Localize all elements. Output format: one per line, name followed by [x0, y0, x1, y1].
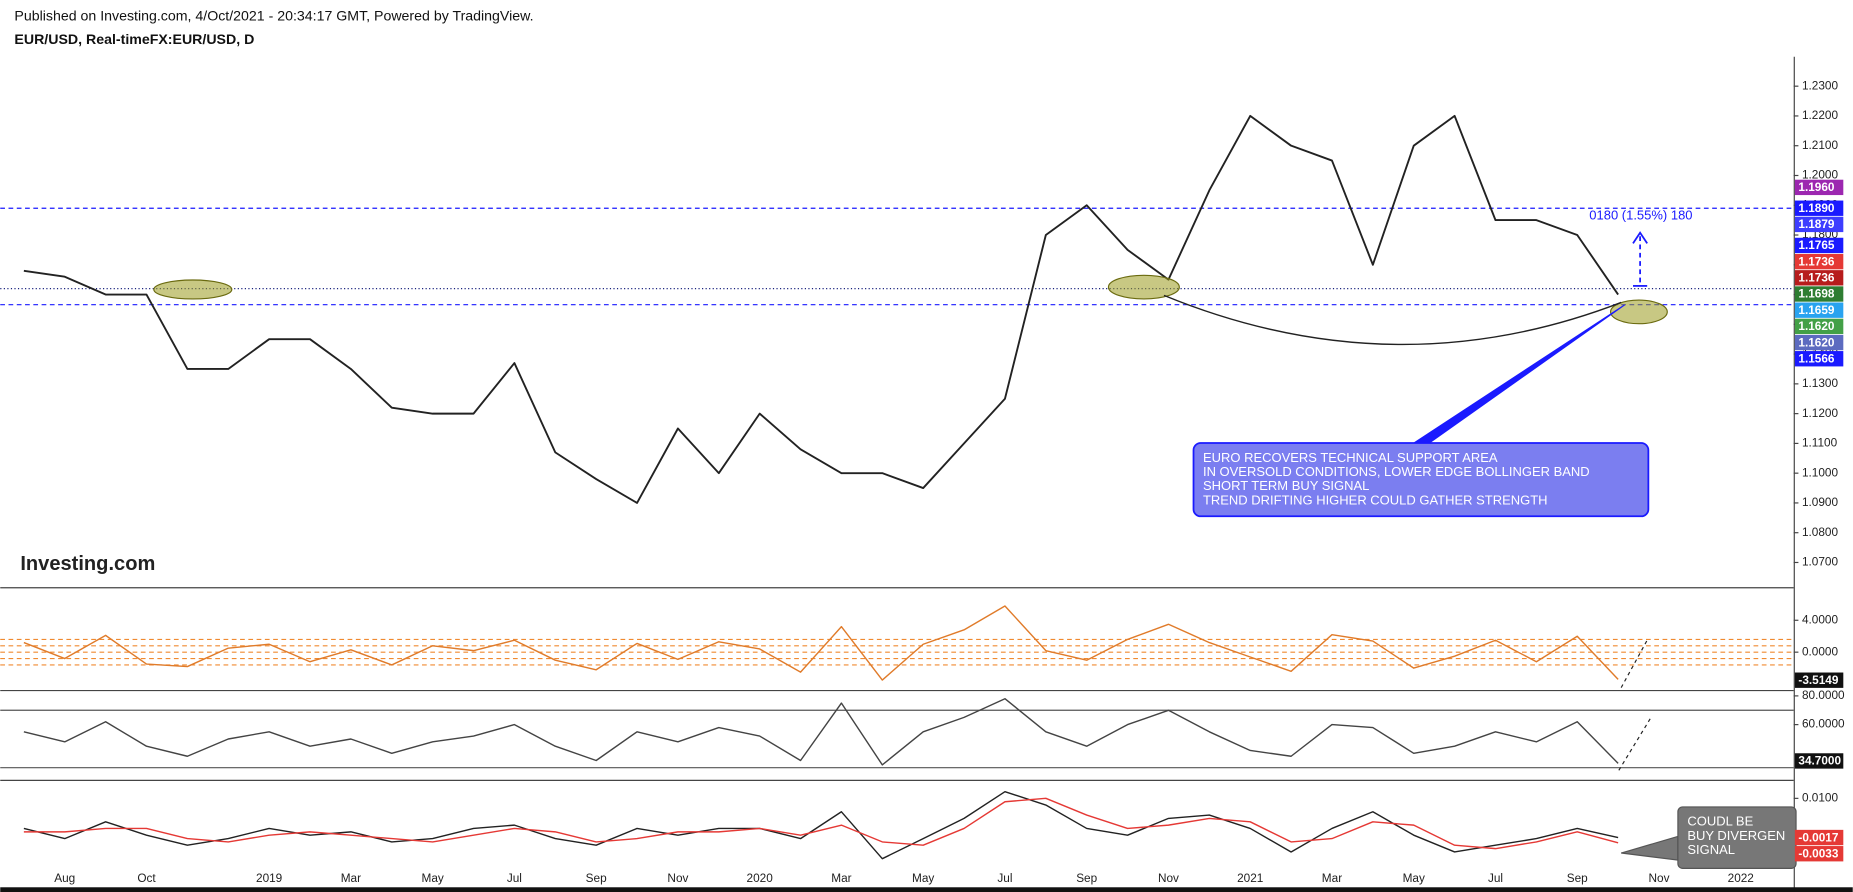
price-label-bg: [1794, 253, 1844, 270]
x-tick-label: 2021: [1237, 871, 1263, 885]
x-tick-label: Oct: [137, 871, 156, 885]
divergence-note: COUDL BE: [1687, 814, 1753, 829]
x-tick-label: May: [422, 871, 444, 885]
x-tick-label: Aug: [54, 871, 75, 885]
x-tick-label: 2019: [256, 871, 282, 885]
plot-layer: 1.23001.22001.21001.20001.19001.18001.17…: [0, 78, 1845, 885]
price-label: 1.1698: [1798, 287, 1835, 301]
x-tick-label: Nov: [667, 871, 688, 885]
y-tick-label: 1.1100: [1802, 436, 1838, 450]
y-tick-label: 4.0000: [1802, 612, 1839, 626]
price-label: -3.5149: [1798, 673, 1838, 687]
annotation-texts: 1.1960 1.1890 1.1879 1.1765 1.1736 1.1736 1.16…: [1203, 179, 1844, 862]
y-tick-label: 1.0700: [1802, 555, 1839, 569]
price-label-bg: [1794, 216, 1844, 233]
bottom-bar: [0, 887, 1853, 892]
callout-line: SHORT TERM BUY SIGNAL: [1203, 478, 1369, 493]
x-tick-label: Jul: [1488, 871, 1503, 885]
price-label: -0.0017: [1798, 830, 1838, 844]
measure-label: 0180 (1.55%) 180: [1589, 208, 1692, 223]
price-label-bg: [1794, 318, 1844, 335]
y-tick-label: 1.2200: [1802, 108, 1839, 122]
price-label-bg: [1794, 237, 1844, 254]
x-tick-label: Nov: [1649, 871, 1670, 885]
callout-line: IN OVERSOLD CONDITIONS, LOWER EDGE BOLLI…: [1203, 464, 1590, 479]
price-label-bg: [1794, 351, 1844, 367]
frame: [0, 56, 1795, 889]
x-tick-label: Sep: [586, 871, 607, 885]
x-tick-label: 2020: [747, 871, 774, 885]
price-label: 1.1765: [1798, 238, 1835, 252]
y-tick-label: 0.0000: [1802, 644, 1839, 658]
y-tick-label: 80.0000: [1802, 688, 1845, 702]
y-tick-label: 1.0900: [1802, 495, 1839, 509]
symbol-line: EUR/USD, Real-timeFX:EUR/USD, D: [14, 32, 254, 48]
price-line: [23, 698, 1619, 766]
price-label: -0.0033: [1798, 846, 1838, 860]
price-label-bg: [1794, 179, 1844, 196]
price-label-bg: [1794, 846, 1844, 862]
series-line: [23, 790, 1619, 860]
y-tick-label: 1.1200: [1802, 406, 1839, 420]
price-label: 1.1659: [1798, 303, 1835, 317]
price-line: [23, 605, 1619, 681]
x-tick-label: Mar: [1322, 871, 1342, 885]
price-label-bg: [1794, 286, 1844, 302]
annotations: [153, 231, 1797, 869]
logo: Investing.com: [20, 553, 155, 575]
price-label-bg: [1794, 302, 1844, 318]
x-tick-label: May: [912, 871, 934, 885]
divergence-note: SIGNAL: [1687, 842, 1735, 857]
callout-line: EURO RECOVERS TECHNICAL SUPPORT AREA: [1203, 450, 1498, 465]
price-label: 34.7000: [1798, 754, 1841, 768]
divergence-note: BUY DIVERGEN: [1687, 828, 1785, 843]
x-tick-label: Jul: [997, 871, 1012, 885]
price-label: 1.1879: [1798, 217, 1835, 231]
published-line: Published on Investing.com, 4/Oct/2021 -…: [14, 8, 533, 24]
price-label-bg: [1794, 753, 1844, 769]
price-line: [23, 114, 1619, 504]
x-tick-label: May: [1403, 871, 1425, 885]
price-label-bg: [1794, 829, 1844, 846]
price-label-bg: [1794, 672, 1844, 688]
x-tick-label: Nov: [1158, 871, 1179, 885]
price-label-bg: [1794, 334, 1844, 351]
price-label-bg: [1794, 270, 1844, 286]
callout-line: TREND DRIFTING HIGHER COULD GATHER STREN…: [1203, 492, 1548, 507]
x-tick-label: Jul: [507, 871, 522, 885]
y-tick-label: 1.0800: [1802, 525, 1839, 539]
y-tick-label: 0.0100: [1802, 790, 1839, 804]
y-tick-label: 1.2000: [1802, 168, 1839, 182]
price-label: 1.1960: [1798, 180, 1835, 194]
x-tick-label: 2022: [1728, 871, 1754, 885]
price-label: 1.1620: [1798, 319, 1835, 333]
price-label: 1.1736: [1798, 271, 1835, 285]
x-tick-label: Sep: [1567, 871, 1588, 885]
price-label-bg: [1794, 200, 1844, 216]
series-line: [23, 797, 1619, 850]
x-tick-label: Sep: [1076, 871, 1097, 885]
price-label: 1.1736: [1798, 254, 1835, 268]
x-tick-label: Mar: [831, 871, 851, 885]
price-label: 1.1566: [1798, 351, 1835, 365]
y-tick-label: 60.0000: [1802, 717, 1845, 731]
price-label: 1.1620: [1798, 335, 1835, 349]
y-tick-label: 1.2100: [1802, 138, 1839, 152]
y-tick-label: 1.2300: [1802, 78, 1839, 92]
price-label: 1.1890: [1798, 201, 1835, 215]
y-tick-label: 1.1300: [1802, 376, 1839, 390]
y-tick-label: 1.1000: [1802, 465, 1839, 479]
x-tick-label: Mar: [341, 871, 361, 885]
